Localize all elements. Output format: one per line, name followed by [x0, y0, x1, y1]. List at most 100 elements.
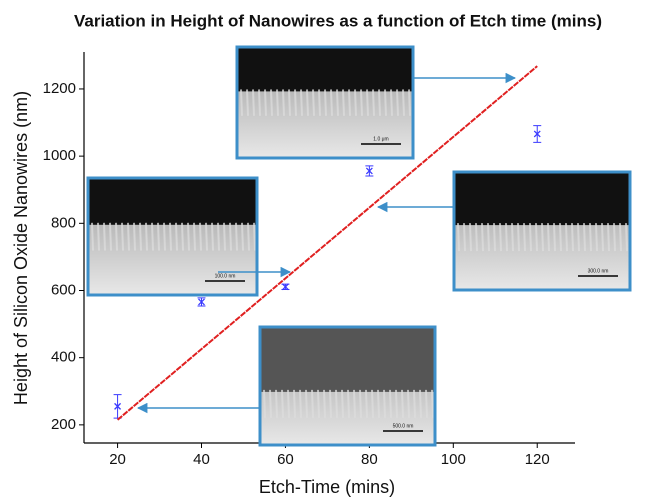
- sem-image: 300.0 nm: [452, 170, 632, 292]
- nanowire: [115, 222, 118, 251]
- nanowire: [378, 89, 381, 116]
- scale-label: 500.0 nm: [393, 423, 414, 429]
- nanowire: [199, 222, 202, 251]
- nanowire: [133, 222, 136, 251]
- nanowire: [324, 89, 327, 116]
- nanowire: [275, 389, 278, 418]
- nanowire: [589, 223, 592, 252]
- nanowire: [311, 389, 314, 418]
- nanowire: [145, 222, 148, 251]
- nanowire: [181, 222, 184, 251]
- x-tick-label: 80: [361, 451, 378, 468]
- nanowire: [547, 223, 550, 252]
- image-top: [260, 327, 435, 392]
- nanowire: [270, 89, 273, 116]
- nanowire: [347, 389, 350, 418]
- x-axis-label: Etch-Time (mins): [259, 477, 395, 497]
- nanowire: [348, 89, 351, 116]
- nanowire: [565, 223, 568, 252]
- point: [533, 130, 541, 138]
- nanowire: [463, 223, 466, 252]
- nanowire: [517, 223, 520, 252]
- nanowire: [330, 89, 333, 116]
- nanowire: [607, 223, 610, 252]
- nanowire: [269, 389, 272, 418]
- nanowire: [595, 223, 598, 252]
- nanowire: [287, 389, 290, 418]
- nanowire: [583, 223, 586, 252]
- nanowire: [511, 223, 514, 252]
- nanowire: [323, 389, 326, 418]
- nanowire: [613, 223, 616, 252]
- nanowire: [469, 223, 472, 252]
- scale-label: 1.0 μm: [373, 136, 388, 142]
- sem-image: 1.0 μm: [235, 45, 415, 160]
- nanowire: [205, 222, 208, 251]
- nanowire: [211, 222, 214, 251]
- nanowire: [354, 89, 357, 116]
- nanowire: [294, 89, 297, 116]
- nanowire: [371, 389, 374, 418]
- nanowire: [264, 89, 267, 116]
- fit-line: [116, 65, 538, 421]
- nanowire: [163, 222, 166, 251]
- scale-label: 100.0 nm: [215, 273, 236, 279]
- nanowire: [229, 222, 232, 251]
- sem-image: 100.0 nm: [86, 176, 259, 297]
- x-tick-label: 40: [193, 451, 210, 468]
- nanowire: [329, 389, 332, 418]
- nanowire: [419, 389, 422, 418]
- scale-label: 300.0 nm: [588, 268, 609, 274]
- nanowire: [246, 89, 249, 116]
- nanowire: [240, 89, 243, 116]
- nanowire: [493, 223, 496, 252]
- nanowire: [377, 389, 380, 418]
- nanowire: [235, 222, 238, 251]
- nanowire: [431, 389, 434, 418]
- y-tick-label: 1000: [43, 147, 76, 164]
- nanowire: [559, 223, 562, 252]
- nanowire: [407, 389, 410, 418]
- x-tick-label: 60: [277, 451, 294, 468]
- image-top: [88, 178, 257, 225]
- image-frame: [235, 45, 415, 160]
- nanowire: [342, 89, 345, 116]
- y-tick-label: 600: [51, 281, 76, 298]
- nanowire: [187, 222, 190, 251]
- nanowire: [577, 223, 580, 252]
- nanowire: [151, 222, 154, 251]
- nanowire: [312, 89, 315, 116]
- nanowire: [306, 89, 309, 116]
- nanowire: [401, 389, 404, 418]
- nanowire: [475, 223, 478, 252]
- nanowire: [258, 89, 261, 116]
- y-tick-label: 800: [51, 214, 76, 231]
- image-frame: [452, 170, 632, 292]
- nanowire: [193, 222, 196, 251]
- nanowire: [457, 223, 460, 252]
- x-tick-label: 120: [525, 451, 550, 468]
- y-tick-label: 400: [51, 349, 76, 366]
- x-tick-label: 20: [109, 451, 126, 468]
- nanowire: [169, 222, 172, 251]
- nanowire: [383, 389, 386, 418]
- nanowire: [335, 389, 338, 418]
- image-top: [454, 172, 630, 226]
- nanowire: [366, 89, 369, 116]
- point: [365, 167, 373, 175]
- x-tick-label: 100: [441, 451, 466, 468]
- image-frame: [86, 176, 259, 297]
- nanowire: [276, 89, 279, 116]
- nanowire: [601, 223, 604, 252]
- sem-image: 500.0 nm: [258, 325, 437, 447]
- nanowire: [365, 389, 368, 418]
- nanowire: [353, 389, 356, 418]
- y-tick-label: 1200: [43, 80, 76, 97]
- nanowire: [619, 223, 622, 252]
- nanowire: [535, 223, 538, 252]
- nanowire: [360, 89, 363, 116]
- nanowire: [299, 389, 302, 418]
- nanowire: [571, 223, 574, 252]
- nanowire: [318, 89, 321, 116]
